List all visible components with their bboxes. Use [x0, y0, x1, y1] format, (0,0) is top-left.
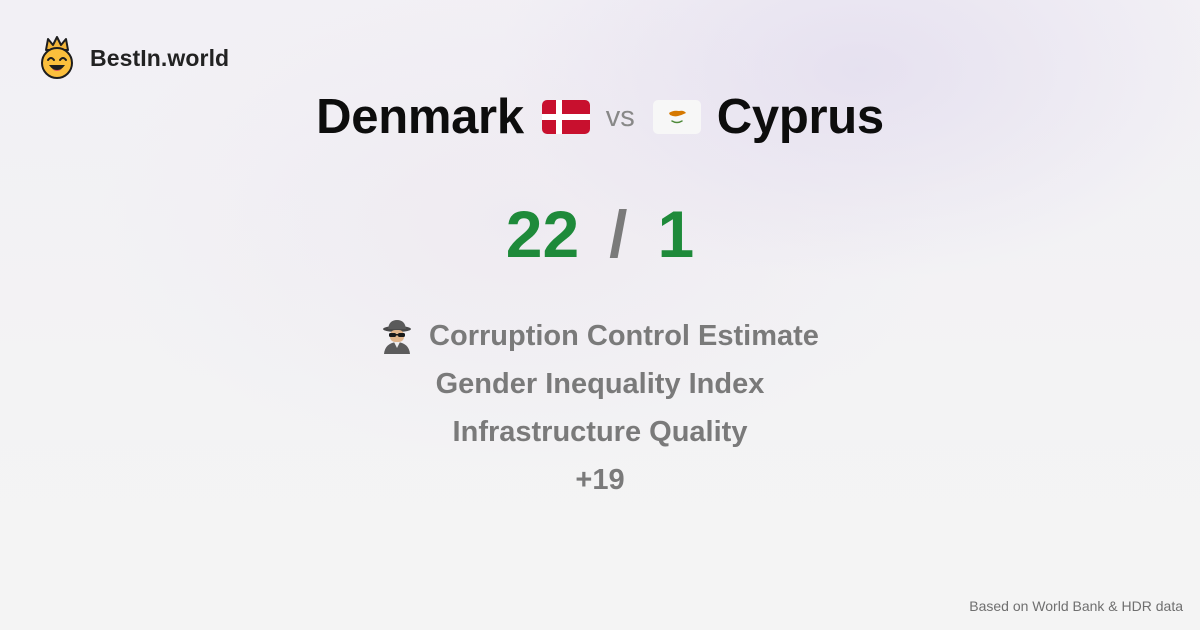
more-metrics-count: +19: [0, 456, 1200, 504]
score: 22 / 1: [0, 196, 1200, 272]
vs-label: vs: [605, 100, 635, 133]
metric-label: +19: [575, 463, 625, 496]
metric-item: Gender Inequality Index: [0, 360, 1200, 408]
metric-label: Gender Inequality Index: [435, 367, 765, 400]
left-score: 22: [505, 197, 580, 271]
comparison-title: Denmark vs Cyprus: [0, 86, 1200, 148]
brand[interactable]: BestIn.world: [38, 36, 229, 80]
metric-label: Infrastructure Quality: [452, 415, 748, 448]
crowned-smiley-icon: [41, 36, 73, 79]
right-country-name: Cyprus: [716, 90, 884, 144]
score-separator: /: [609, 197, 628, 271]
denmark-flag-icon: [541, 100, 590, 134]
metric-item: Corruption Control Estimate: [0, 312, 1200, 360]
metric-label: Corruption Control Estimate: [429, 319, 819, 352]
metric-item: Infrastructure Quality: [0, 408, 1200, 456]
metrics-list: Corruption Control Estimate Gender Inequ…: [0, 312, 1200, 504]
data-source-note: Based on World Bank & HDR data: [969, 598, 1183, 614]
cyprus-flag-icon: [652, 100, 701, 134]
right-score: 1: [657, 197, 695, 271]
spy-icon: [383, 320, 412, 354]
brand-name: BestIn.world: [90, 44, 230, 71]
left-country-name: Denmark: [316, 90, 524, 144]
